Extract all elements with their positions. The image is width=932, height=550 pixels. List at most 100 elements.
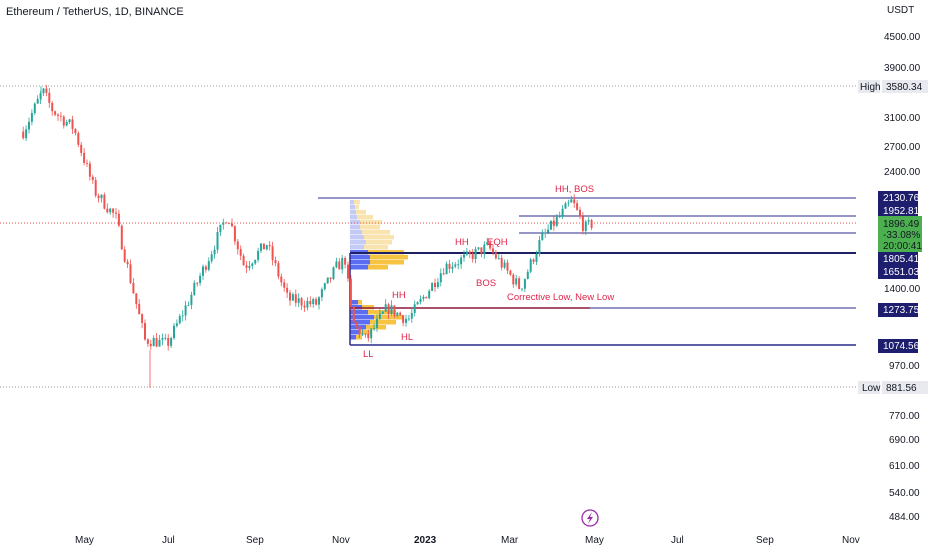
candle-body [518,278,521,289]
time-label-nov-2023: Nov [842,535,860,546]
candle-body [538,240,541,255]
candle-body [463,254,465,258]
candle-body [361,333,364,335]
candle-body [506,262,509,271]
level-tag-1952 [878,204,918,218]
candle-body [242,255,245,266]
vp-bar-blue [350,265,368,270]
candle-body [68,119,71,123]
annotation-eqh: EQH [487,237,508,248]
time-axis[interactable]: May Jul Sep Nov 2023 Mar May Jul Sep Nov [75,535,860,546]
level-tag-1805 [878,252,918,266]
candle-body [318,297,320,305]
candle-body [486,242,489,245]
candle-body [497,257,500,259]
level-tag-1074 [878,339,918,353]
vp-bar-blue [350,205,355,210]
candle-body [312,299,315,305]
candle-body [25,129,28,139]
candle-body [83,152,86,163]
high-label-box [858,80,880,93]
candle-body [274,260,277,264]
candle-body [384,304,387,312]
level-tag-1273 [878,303,918,317]
candle-body [120,225,123,250]
candle-body [422,296,425,299]
candle-body [283,282,286,288]
candle-body [257,250,260,260]
candle-body [431,282,434,291]
candle-body [344,258,347,265]
candle-body [303,305,306,308]
vp-bar-yellow [357,215,373,220]
candle-body [141,314,144,324]
candle-body [86,162,88,164]
time-label-mar-2023: Mar [501,535,519,546]
candle-body [260,243,262,251]
vp-bar-yellow [356,210,366,215]
lightning-icon[interactable] [581,509,599,527]
vp-bar-yellow [354,200,360,205]
candle-body [500,257,503,268]
candle-body [152,337,155,347]
candle-body [425,296,428,299]
candle-body [219,224,222,233]
candle-body [370,328,373,339]
candle-body [460,257,463,265]
candle-body [109,208,112,213]
candle-body [181,315,184,317]
candle-body [567,202,570,204]
candle-body [448,263,451,269]
candle-body [94,180,97,196]
candle-body [552,220,555,226]
low-value: 881.56 [886,383,917,394]
candle-body [396,312,399,316]
candle-body [146,339,149,344]
candle-body [62,116,65,126]
candle-body [338,261,341,270]
candle-body [187,304,190,306]
vp-bar-blue [350,315,374,320]
candle-body [155,337,158,347]
candle-body [341,258,344,270]
vp-bar-blue [350,200,354,205]
price-tick: 970.00 [889,361,920,372]
candle-body [103,194,106,209]
candle-body [54,111,57,115]
candle-body [355,322,358,327]
price-axis[interactable]: USDT 4500.00 3900.00 3100.00 2700.00 240… [856,0,932,530]
time-label-may-2022: May [75,535,94,546]
candle-body [112,208,115,213]
vp-bar-yellow [370,320,396,325]
candle-body [320,289,323,298]
candle-body [245,265,248,268]
candle-body [51,102,54,112]
candle-body [480,247,483,255]
candle-body [332,267,335,279]
candle-body [271,246,274,261]
candle-body [289,292,291,301]
candle-body [434,282,436,288]
time-label-jul-2022: Jul [162,535,175,546]
svg-text:1273.75: 1273.75 [883,305,920,316]
candle-body [97,195,100,199]
level-tag-2130 [878,191,918,205]
price-tick: 540.00 [889,488,920,499]
level-lines [0,85,878,388]
candle-body [581,216,584,231]
candle-body [436,282,439,288]
candle-body [280,276,283,283]
candle-body [170,337,173,346]
price-tick: 770.00 [889,411,920,422]
candle-body [251,263,254,266]
vp-bar-blue [350,210,356,215]
candle-body [590,220,593,228]
candle-body [291,294,294,301]
vp-bar-blue [350,330,360,335]
candle-body [329,277,332,279]
candle-body [190,294,193,305]
candle-body [579,209,581,217]
time-label-sep-2022: Sep [246,535,264,546]
candle-body [503,262,506,268]
